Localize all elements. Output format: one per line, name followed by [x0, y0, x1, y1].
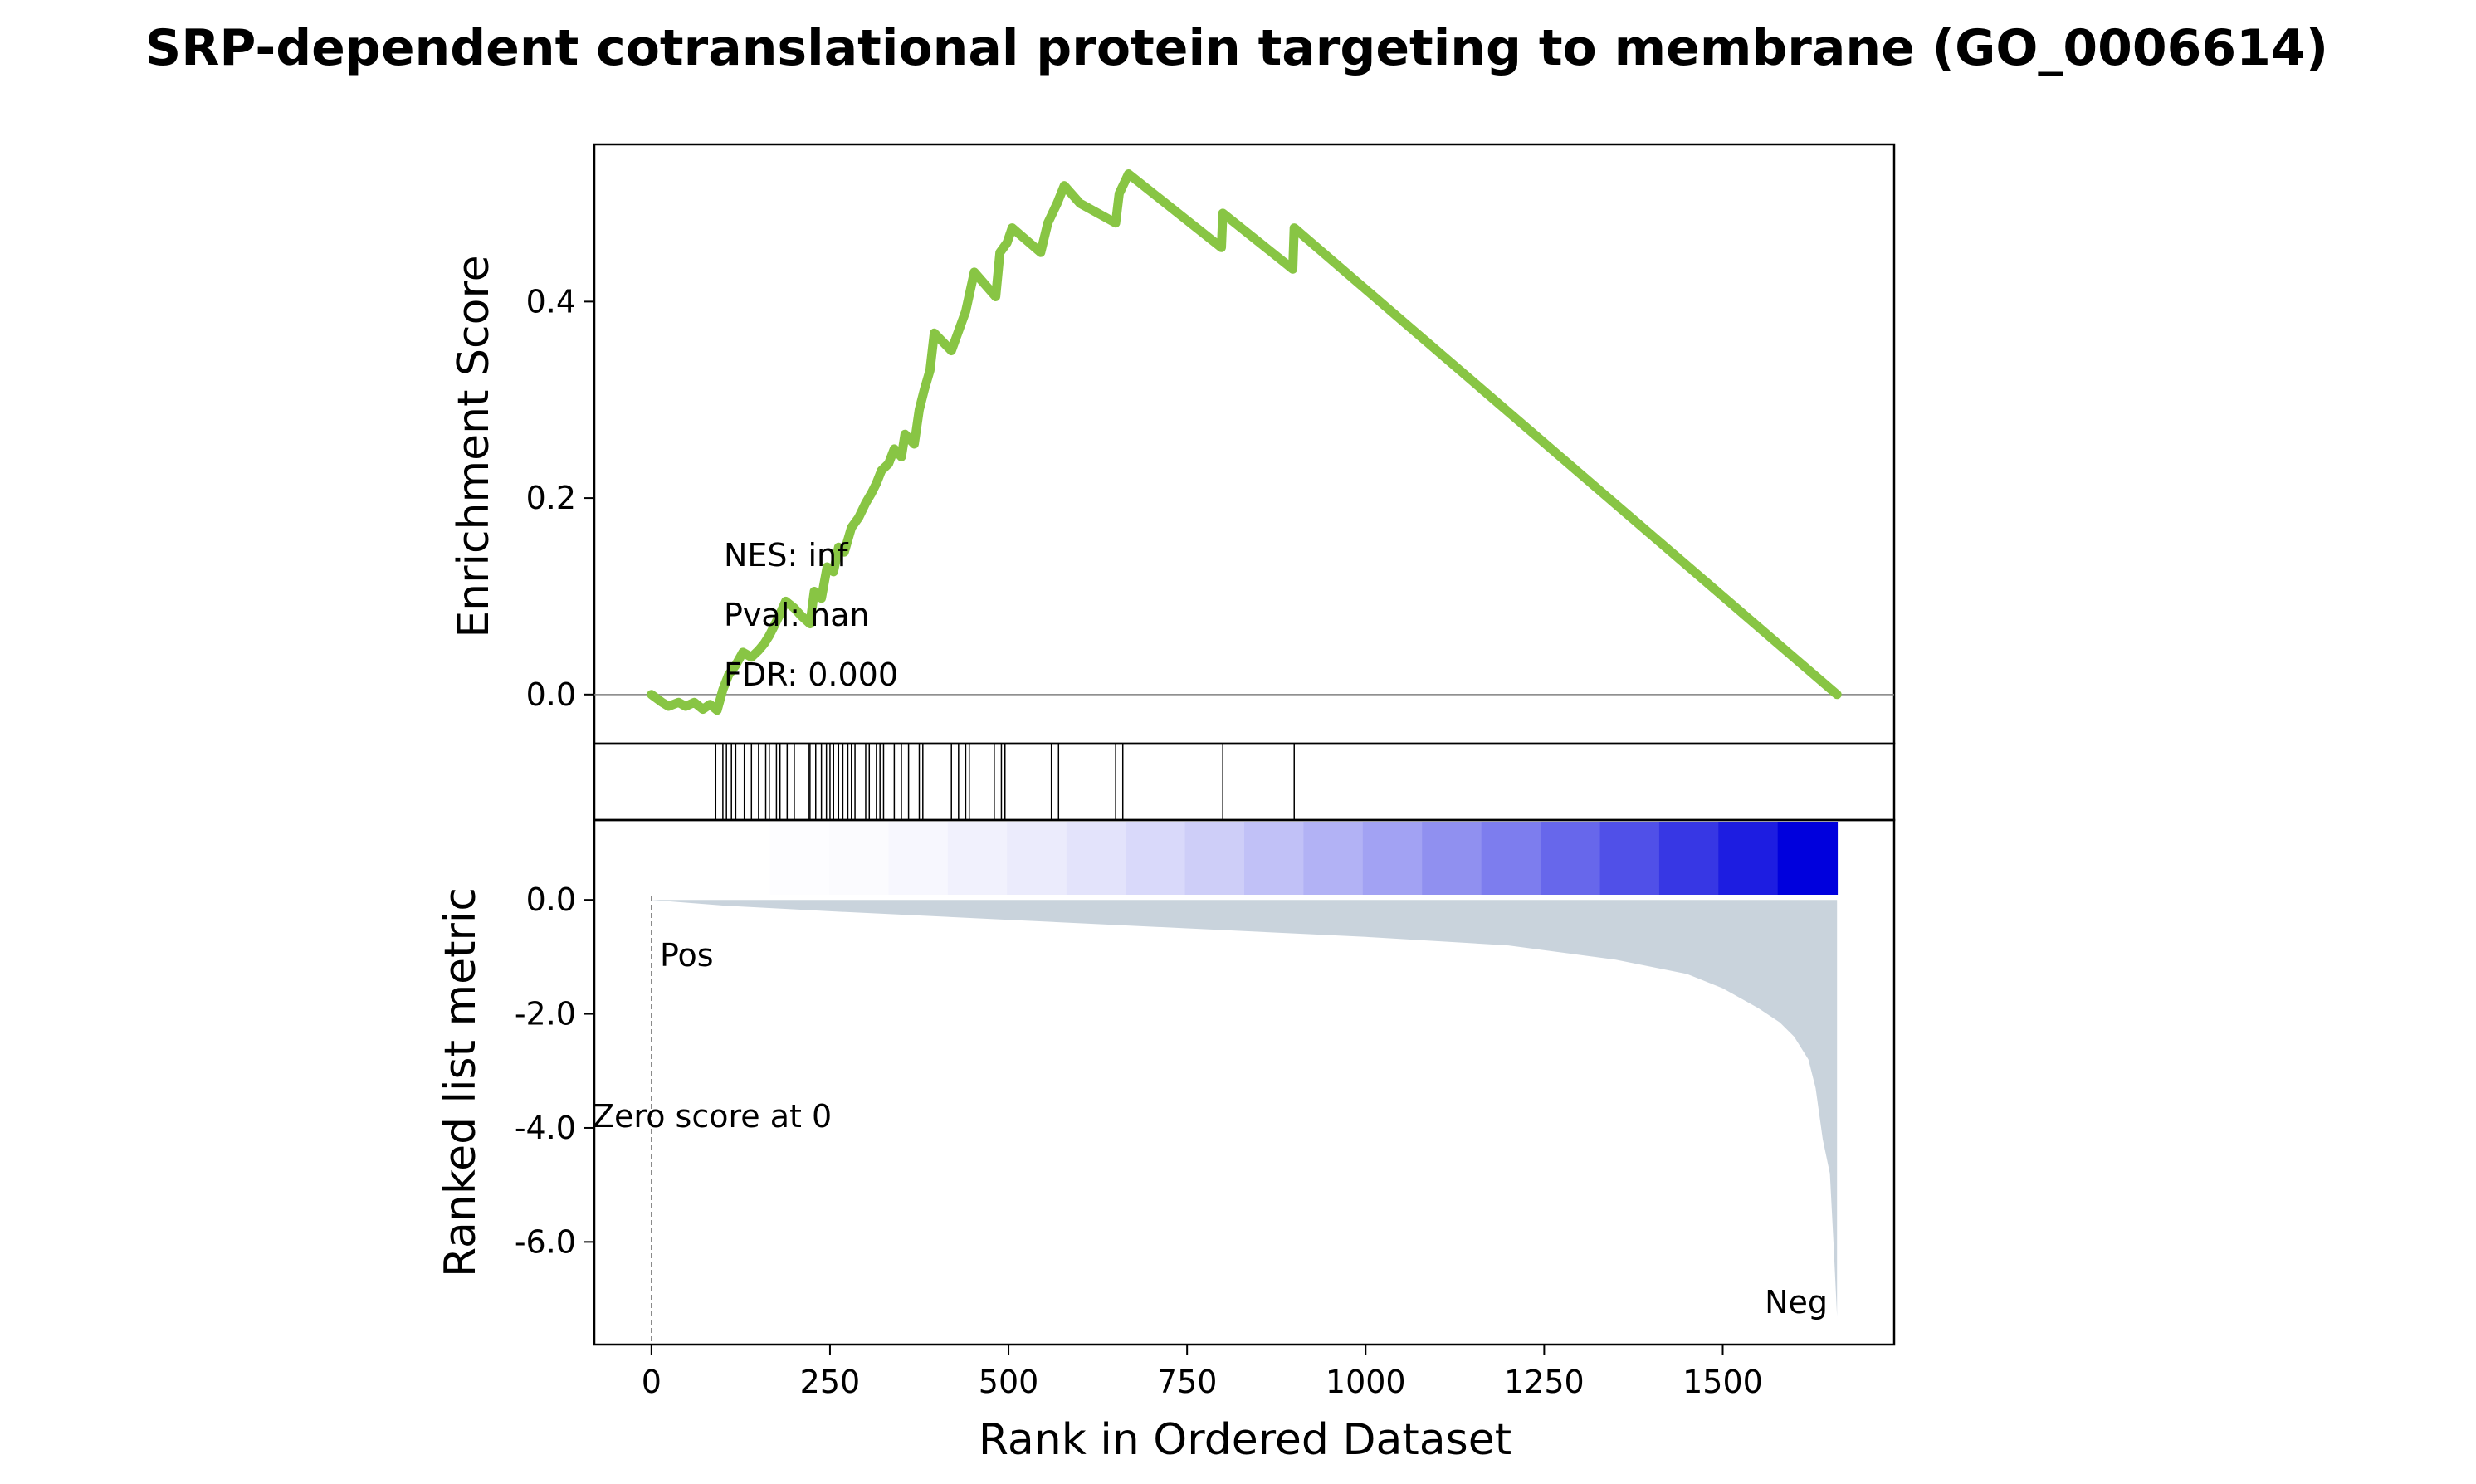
hits-frame	[593, 742, 1896, 822]
metric-y-label: Ranked list metric	[436, 887, 486, 1277]
x-tick-label: 1500	[1682, 1364, 1763, 1400]
pval-label: Pval: nan	[724, 597, 870, 633]
metric-y-tick-label: -4.0	[515, 1110, 576, 1146]
metric-panel: 0.0 -2.0 -4.0 -6.0 0 250 500 750 1000 1250 1500 P…	[436, 818, 1896, 1465]
neg-label: Neg	[1765, 1284, 1828, 1320]
hit-lines	[715, 744, 1295, 820]
metric-y-ticks: 0.0 -2.0 -4.0 -6.0	[515, 881, 594, 1260]
heatmap-cell	[1422, 822, 1482, 895]
heatmap-cell	[829, 822, 890, 895]
nes-label: NES: inf	[724, 537, 849, 574]
heatmap-cell	[888, 822, 949, 895]
x-tick-label: 1000	[1326, 1364, 1406, 1400]
metric-y-tick-label: 0.0	[526, 881, 576, 918]
heatmap-cell	[1481, 822, 1542, 895]
x-tick-label: 750	[1157, 1364, 1218, 1400]
hits-panel	[593, 742, 1896, 822]
heatmap-cell	[1541, 822, 1601, 895]
pos-label: Pos	[660, 937, 714, 974]
heatmap-cell	[1303, 822, 1364, 895]
heatmap-cell	[1066, 822, 1127, 895]
chart-title: SRP-dependent cotranslational protein ta…	[145, 19, 2328, 77]
x-tick-label: 250	[800, 1364, 861, 1400]
heatmap-cell	[1718, 822, 1779, 895]
heatmap-cell	[1126, 822, 1186, 895]
enrichment-panel: 0.00.20.4 NES: inf Pval: nan FDR: 0.000 …	[449, 143, 1896, 745]
heatmap-cell	[711, 822, 771, 895]
heatmap-cell	[769, 822, 831, 895]
metric-y-tick-label: -2.0	[515, 996, 576, 1032]
metric-frame	[593, 818, 1896, 1346]
heatmap-cell	[1007, 822, 1067, 895]
x-axis-ticks: 0 250 500 750 1000 1250 1500	[642, 1345, 1763, 1400]
heatmap-cell	[1184, 822, 1245, 895]
enrichment-score-line	[647, 169, 1842, 715]
x-axis-label: Rank in Ordered Dataset	[979, 1415, 1511, 1465]
enrichment-y-ticks: 0.0 0.2 0.4	[526, 283, 594, 713]
enrichment-y-label: Enrichment Score	[449, 255, 499, 637]
x-tick-label: 500	[979, 1364, 1039, 1400]
zero-score-label: Zero score at 0	[593, 1098, 832, 1135]
heatmap-cell	[651, 822, 712, 895]
fdr-label: FDR: 0.000	[724, 657, 898, 693]
heatmap-cell	[1362, 822, 1424, 895]
heatmap-cell	[1777, 822, 1839, 895]
x-tick-label: 0	[642, 1364, 662, 1400]
heatmap-cell	[1599, 822, 1660, 895]
enrichment-y-tick-label: 0.2	[526, 480, 576, 516]
heatmap-cell	[1244, 822, 1305, 895]
ranked-metric-area	[651, 900, 1838, 1316]
enrichment-y-tick-label: 0.0	[526, 676, 576, 713]
rank-heatmap	[651, 822, 1839, 895]
x-tick-label: 1250	[1504, 1364, 1585, 1400]
metric-y-tick-label: -6.0	[515, 1223, 576, 1260]
enrichment-y-tick-label: 0.4	[526, 283, 576, 320]
heatmap-cell	[1658, 822, 1720, 895]
heatmap-cell	[947, 822, 1008, 895]
